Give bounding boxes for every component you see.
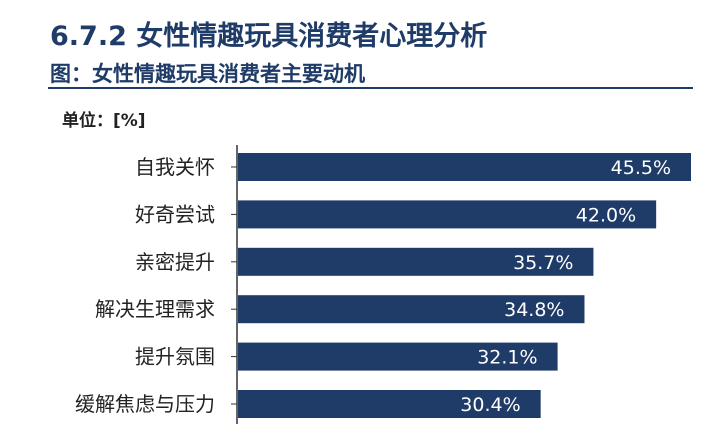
data-label: 32.1%	[477, 347, 537, 369]
data-label: 45.5%	[611, 157, 671, 179]
data-label: 35.7%	[513, 252, 573, 274]
data-label: 42.0%	[576, 204, 636, 226]
data-label: 30.4%	[460, 394, 520, 416]
category-label: 亲密提升	[135, 250, 215, 274]
category-label: 提升氛围	[135, 345, 215, 369]
data-label: 34.8%	[504, 299, 564, 321]
category-label: 好奇尝试	[135, 202, 215, 226]
category-label: 缓解焦虑与压力	[75, 392, 215, 416]
category-label: 自我关怀	[135, 155, 215, 179]
category-label: 解决生理需求	[95, 297, 215, 321]
